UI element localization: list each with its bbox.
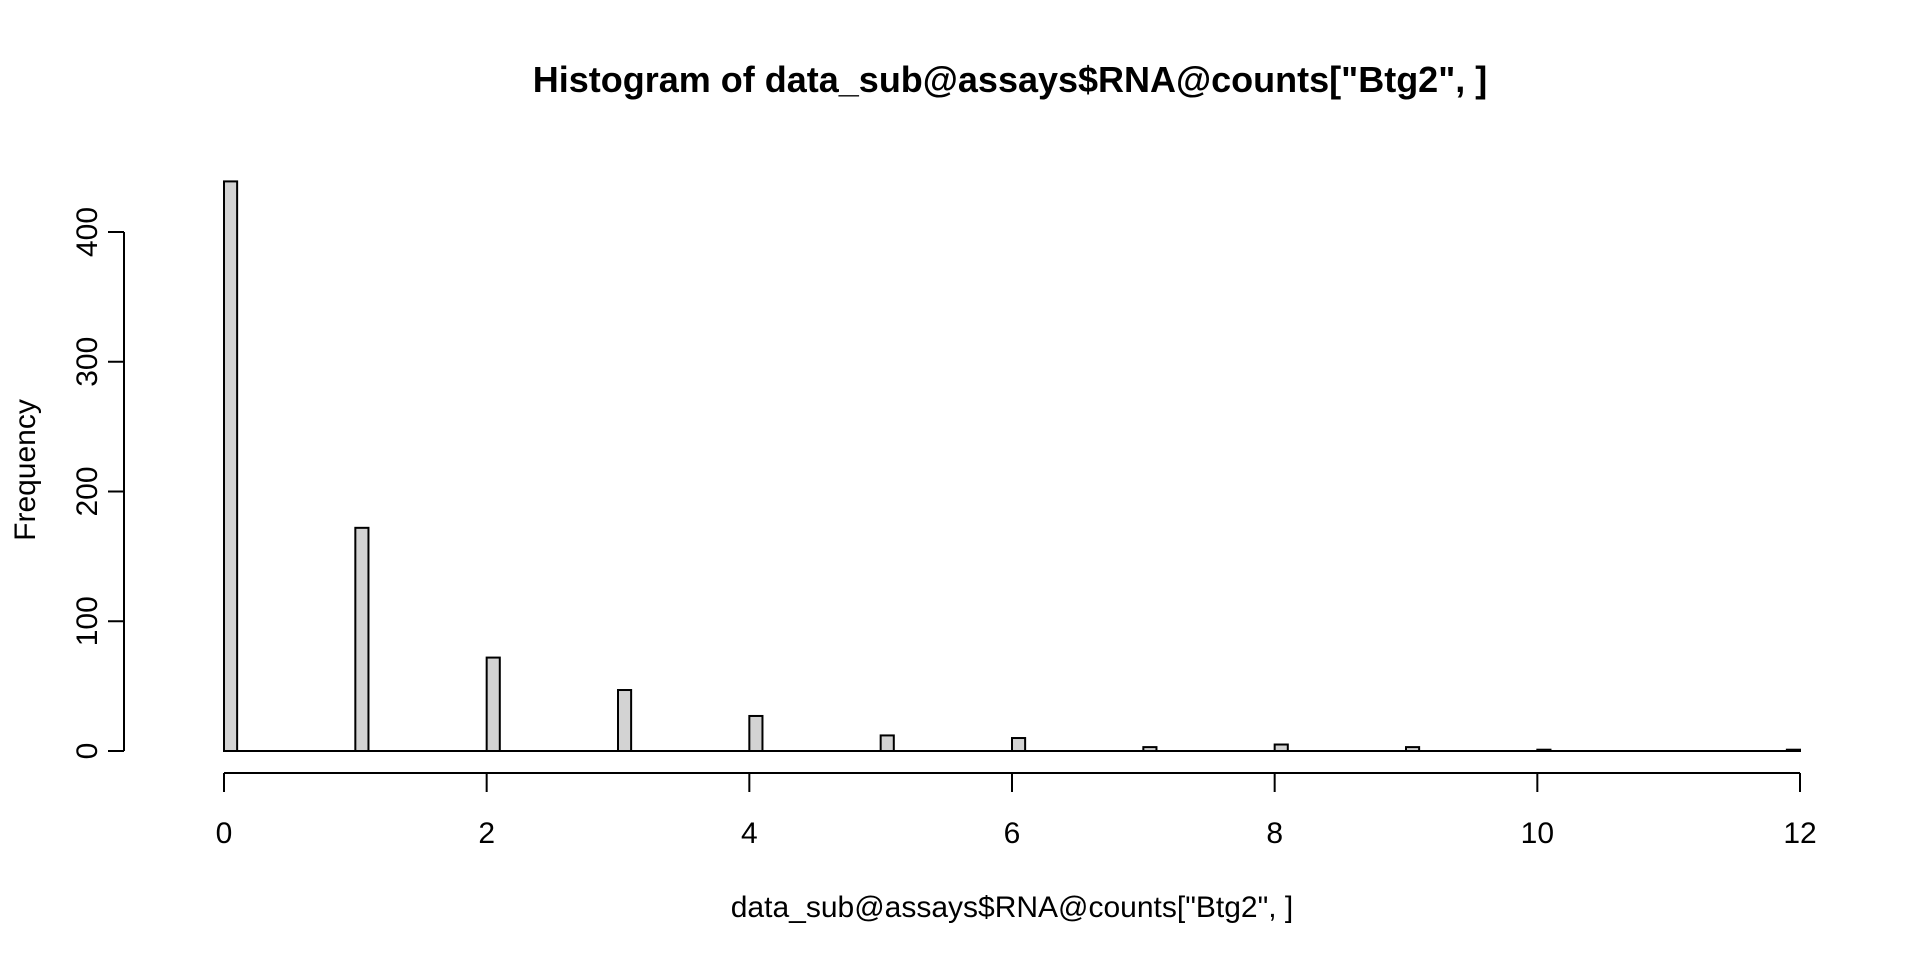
x-tick-label: 12 <box>1783 817 1816 850</box>
y-tick-label: 0 <box>71 743 104 760</box>
x-tick-label: 0 <box>216 817 233 850</box>
histogram-bar <box>879 734 895 752</box>
histogram-bar <box>354 526 370 753</box>
histogram-bar <box>1273 743 1289 753</box>
histogram-bar <box>1536 748 1552 753</box>
x-tick-label: 2 <box>478 817 495 850</box>
x-tick-label: 6 <box>1004 817 1021 850</box>
y-tick-label: 100 <box>71 596 104 646</box>
x-axis-label: data_sub@assays$RNA@counts["Btg2", ] <box>731 891 1294 924</box>
x-tick-label: 4 <box>741 817 758 850</box>
y-tick-label: 300 <box>71 337 104 387</box>
x-tick-label: 8 <box>1266 817 1283 850</box>
y-axis: 0 100 200 300 400 <box>71 207 125 760</box>
histogram-bar <box>1142 746 1158 752</box>
y-axis-label: Frequency <box>9 399 42 541</box>
x-tick-label: 10 <box>1521 817 1554 850</box>
y-tick-label: 400 <box>71 207 104 257</box>
chart-title: Histogram of data_sub@assays$RNA@counts[… <box>533 59 1488 100</box>
bars-group <box>223 180 1802 753</box>
histogram-bar <box>748 714 764 753</box>
histogram-bar <box>223 180 239 752</box>
histogram-bar <box>1405 746 1421 752</box>
x-axis: 0 2 4 6 8 10 12 <box>216 772 1817 850</box>
y-tick-label: 200 <box>71 466 104 516</box>
histogram-bar <box>1011 737 1027 753</box>
histogram-bar <box>1785 748 1802 753</box>
histogram-bar <box>617 689 633 753</box>
histogram-bar <box>485 656 501 753</box>
